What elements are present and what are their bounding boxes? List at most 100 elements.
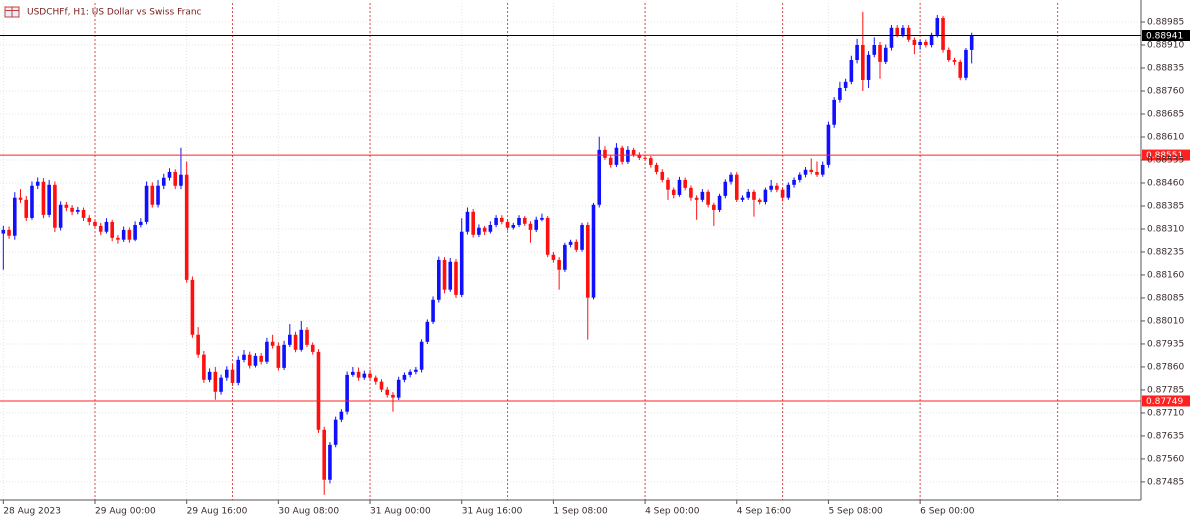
candle-body [660, 171, 665, 180]
candle-body [895, 27, 899, 35]
candle-body [259, 355, 263, 362]
candle-body [591, 204, 596, 298]
x-tick-label: 4 Sep 16:00 [737, 507, 792, 517]
price-level-label: 0.87749 [1146, 397, 1183, 407]
y-tick-label: 0.87560 [1147, 454, 1184, 464]
price-level-box [1142, 29, 1190, 41]
candle-body [585, 224, 590, 298]
candle-body [110, 221, 114, 238]
level-layer: 0.88941 0.88551 0.87749 [0, 29, 1190, 407]
candle-body [803, 169, 808, 175]
grid-layer [0, 3, 1141, 500]
x-tick-label: 1 Sep 08:00 [553, 507, 608, 517]
candle-body [477, 227, 481, 235]
candle-body [935, 18, 940, 35]
candle-body [517, 217, 521, 225]
candle-body [161, 177, 166, 186]
candle-body [918, 41, 922, 46]
candle-body [540, 217, 544, 220]
y-tick-label: 0.87785 [1147, 385, 1184, 395]
candle-body [408, 371, 412, 375]
candle-body [402, 374, 407, 380]
candle-body [964, 49, 968, 78]
x-tick-label: 31 Aug 16:00 [462, 507, 523, 517]
x-tick-label: 30 Aug 08:00 [278, 507, 339, 517]
candle-body [740, 197, 745, 200]
candle-body [270, 341, 275, 346]
candle-body [568, 241, 573, 245]
candle-body [368, 373, 372, 378]
y-tick-label: 0.88235 [1147, 247, 1184, 257]
candle-body [1, 229, 6, 234]
y-tick-label: 0.88910 [1147, 41, 1184, 51]
candle-body [838, 87, 842, 100]
candle-body [104, 221, 109, 232]
candle-body [276, 345, 281, 368]
candle-body [219, 377, 223, 392]
candle-body [98, 225, 103, 232]
candle-body [775, 185, 779, 190]
candle-body [689, 187, 693, 198]
candle-body [414, 369, 418, 372]
candle-layer [1, 11, 974, 495]
candle-body [70, 207, 74, 212]
candle-body [64, 204, 69, 208]
candle-body [488, 224, 493, 232]
candle-body [207, 371, 212, 380]
candle-body [522, 217, 527, 224]
y-tick-label: 0.87935 [1147, 339, 1184, 349]
candle-body [425, 321, 430, 342]
y-tick-label: 0.88535 [1147, 155, 1184, 165]
y-tick-label: 0.88685 [1147, 109, 1184, 119]
candle-body [723, 181, 728, 196]
candle-body [597, 149, 602, 205]
candle-body [752, 191, 756, 200]
candle-body [866, 54, 871, 80]
candle-body [563, 244, 567, 270]
candle-body [608, 157, 613, 165]
candle-body [213, 371, 218, 392]
candle-body [694, 197, 699, 200]
candle-body [224, 369, 229, 378]
candle-body [41, 181, 46, 215]
candle-body [649, 158, 653, 165]
x-tick-label: 6 Sep 00:00 [920, 507, 975, 517]
candle-body [121, 229, 126, 240]
candle-body [196, 334, 200, 355]
candle-body [706, 191, 710, 205]
y-tick-label: 0.87485 [1147, 477, 1184, 487]
separator-layer [94, 3, 1059, 500]
candle-body [144, 185, 149, 222]
candle-body [431, 299, 435, 322]
y-tick-label: 0.88085 [1147, 293, 1184, 303]
candle-body [734, 174, 739, 200]
candle-body [345, 374, 349, 412]
y-tick-label: 0.88160 [1147, 270, 1184, 280]
candle-body [511, 224, 516, 228]
candle-body [809, 169, 814, 172]
candle-body [849, 60, 854, 82]
axis-layer: 0.88985 0.88910 0.88835 0.88760 0.88685 0.886… [0, 0, 1184, 517]
x-tick-label: 5 Sep 08:00 [828, 507, 883, 517]
x-tick-label: 31 Aug 00:00 [370, 507, 431, 517]
candle-body [53, 184, 57, 228]
candle-body [872, 45, 877, 55]
candle-body [929, 34, 934, 46]
candle-body [494, 217, 498, 225]
price-level-box [1142, 149, 1190, 161]
candle-body [889, 27, 894, 48]
candle-body [305, 329, 309, 345]
candle-body [133, 224, 137, 240]
candle-body [729, 174, 733, 182]
candle-body [299, 329, 304, 350]
candle-body [93, 221, 97, 226]
candle-body [459, 231, 464, 295]
candle-body [339, 411, 344, 420]
candle-body [442, 259, 447, 290]
y-tick-label: 0.88310 [1147, 224, 1184, 234]
candle-body [654, 164, 659, 172]
price-level-label: 0.88551 [1146, 151, 1183, 161]
candle-body [351, 371, 355, 375]
y-tick-label: 0.87860 [1147, 362, 1184, 372]
y-tick-label: 0.88760 [1147, 86, 1184, 96]
